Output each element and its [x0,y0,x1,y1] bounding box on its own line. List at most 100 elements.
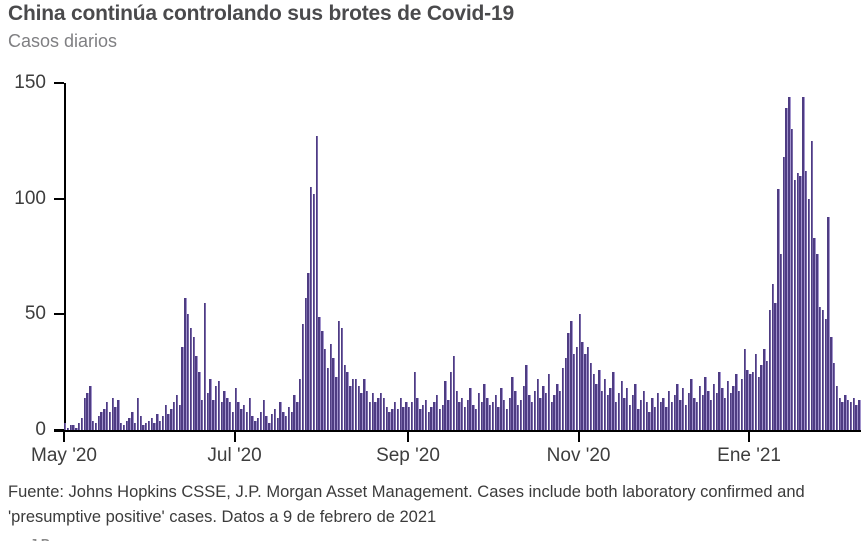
bar [855,404,858,430]
bar [707,390,710,430]
bar [256,418,260,430]
bar [128,418,131,430]
bar [838,397,842,430]
bar [315,136,319,430]
bar [564,358,567,430]
bar [147,420,151,430]
bar [161,416,165,430]
bar [684,404,688,430]
bar [830,337,833,430]
y-tick-mark [54,197,64,200]
bar [187,314,190,430]
bar [682,388,685,430]
y-tick-label: 0 [35,419,46,440]
bar [321,330,324,430]
x-tick-label: Nov '20 [546,445,611,466]
bar [497,406,500,430]
bar [254,420,257,430]
bar [64,423,67,430]
x-tick-label: Ene '21 [717,445,782,466]
bar [796,173,800,430]
bar [648,411,651,430]
bar [634,383,637,430]
bar [721,388,724,430]
bar [452,355,456,430]
bar [807,198,811,430]
bar [352,379,355,430]
bar [326,367,330,430]
bar [511,376,514,430]
bar [827,217,830,430]
bar [670,402,674,430]
bar [676,383,679,430]
bar [447,399,450,430]
bar [696,402,699,430]
bar [290,411,293,430]
bar [698,386,702,430]
bar [810,140,814,430]
bar [760,365,763,430]
bar [480,402,484,430]
bar [427,411,430,430]
cutoff-text-artifact: J.P. [30,536,64,541]
bar [329,344,333,430]
bar [592,374,595,430]
bar [318,316,321,430]
bar [270,413,274,430]
bar [385,406,388,430]
bar [80,418,84,430]
x-tick-label: Jul '20 [207,445,262,466]
bar [136,397,140,430]
bar [701,395,704,430]
bar [242,404,246,430]
bar [184,298,187,430]
bar [598,369,601,430]
bar [531,402,534,430]
chart-subtitle: Casos diarios [8,31,118,51]
bar [528,395,531,430]
bar [844,395,847,430]
bar [774,302,777,430]
bar [665,406,668,430]
bar [343,365,347,430]
bar [198,372,201,430]
bar [500,388,503,430]
bar [217,381,221,430]
bar [153,423,156,430]
x-tick-mark [748,432,751,442]
bar [779,254,783,430]
bar [466,399,470,430]
bar [600,390,604,430]
bar [777,189,780,430]
bar [159,420,162,430]
bar [514,390,517,430]
bar [690,379,693,430]
bar [704,376,707,430]
bar [75,427,78,430]
bar [438,409,442,430]
bar [550,402,553,430]
bar [410,402,414,430]
plot-area [64,83,861,430]
bar [282,411,285,430]
bar [380,393,383,430]
y-axis-line [64,83,66,431]
bar [268,423,271,430]
bar [463,406,467,430]
bar [100,411,103,430]
bar [852,397,855,430]
bar [589,362,593,430]
bar [609,388,612,430]
bar [122,425,126,430]
bar [444,381,447,430]
bar [237,402,240,430]
bar [813,238,816,430]
bar [595,383,598,430]
bar [114,406,117,430]
y-tick-mark [54,313,64,316]
bar [402,406,405,430]
bar [654,406,657,430]
bar [581,342,584,430]
bar [740,379,744,430]
bar [449,372,453,430]
